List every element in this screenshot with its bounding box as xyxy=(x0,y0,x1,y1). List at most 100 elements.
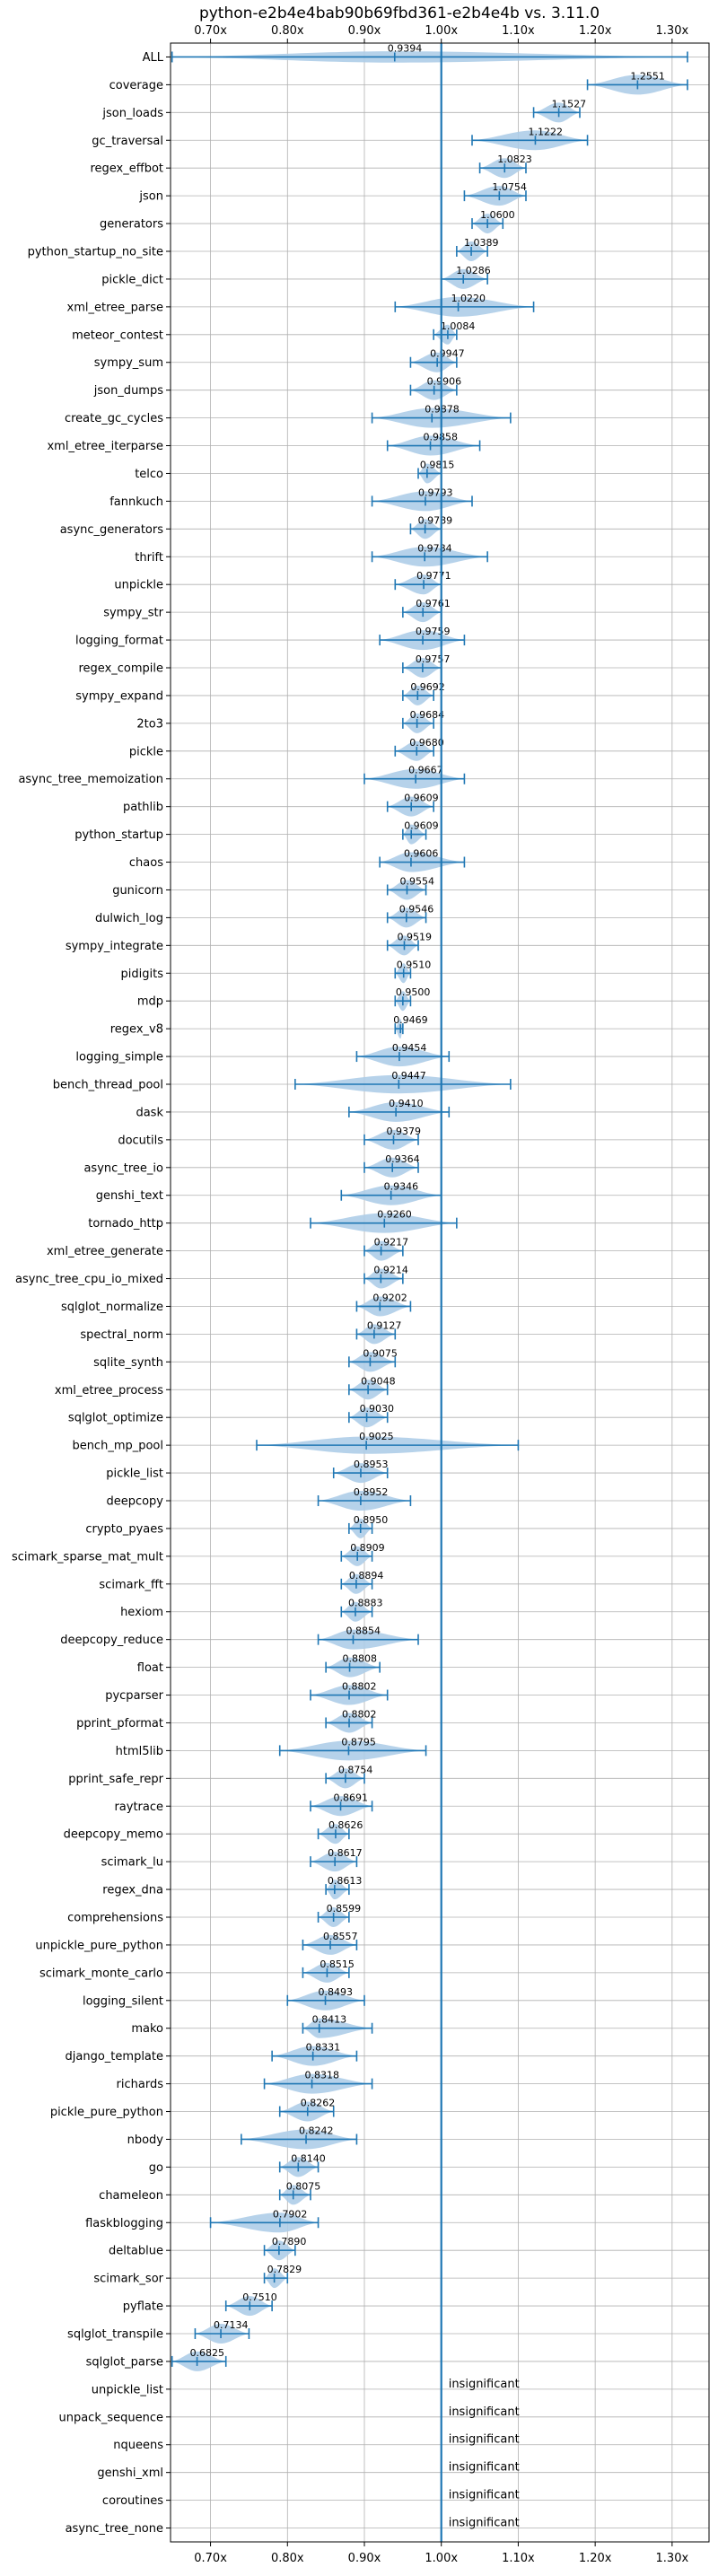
x-tick-label-bottom: 1.10x xyxy=(502,2552,535,2565)
value-label: 0.9217 xyxy=(374,1237,409,1249)
value-label: 0.9789 xyxy=(418,514,453,526)
benchmark-label: xml_etree_iterparse xyxy=(47,440,163,453)
benchmark-label: regex_v8 xyxy=(110,1023,163,1037)
benchmark-label: pprint_pformat xyxy=(76,1717,163,1730)
benchmark-label: spectral_norm xyxy=(80,1328,163,1342)
insignificant-label: insignificant xyxy=(449,2489,520,2502)
x-tick-label-top: 0.90x xyxy=(348,24,381,38)
value-label: 0.9771 xyxy=(416,570,451,582)
value-label: 0.8493 xyxy=(319,1986,354,1998)
x-tick-label-bottom: 1.20x xyxy=(579,2552,612,2565)
benchmark-label: pickle xyxy=(129,745,163,758)
benchmark-label: chaos xyxy=(129,856,163,870)
value-label: 0.8802 xyxy=(342,1708,377,1720)
value-label: 0.7890 xyxy=(272,2236,307,2247)
value-label: 0.9546 xyxy=(399,903,434,915)
benchmark-label: generators xyxy=(100,218,163,232)
benchmark-label: sqlite_synth xyxy=(93,1356,163,1370)
value-label: 0.9410 xyxy=(389,1098,424,1109)
value-label: 0.7510 xyxy=(242,2291,277,2303)
benchmark-label: pathlib xyxy=(123,801,163,814)
value-label: 0.7134 xyxy=(214,2319,248,2331)
x-axis-top: 0.70x 0.80x 0.90x 1.00x 1.10x 1.20x 1.30x xyxy=(194,24,688,43)
benchmark-label: scimark_sor xyxy=(93,2273,163,2286)
insignificant-label: insignificant xyxy=(449,2517,520,2530)
benchmark-label: float xyxy=(137,1661,163,1675)
value-label: 0.8854 xyxy=(346,1625,381,1637)
value-label: 0.9075 xyxy=(363,1347,398,1359)
benchmark-label: deltablue xyxy=(109,2245,163,2258)
value-label: 0.8626 xyxy=(328,1819,363,1831)
value-label: 1.0754 xyxy=(492,181,527,193)
benchmark-label: pickle_pure_python xyxy=(50,2106,163,2119)
benchmark-label: ALL xyxy=(143,51,164,65)
benchmark-label: richards xyxy=(117,2078,164,2091)
benchmark-label: dulwich_log xyxy=(95,912,163,925)
value-label: 0.8557 xyxy=(323,1931,358,1942)
benchmark-label: json_dumps xyxy=(93,384,163,398)
benchmark-label: hexiom xyxy=(120,1606,163,1619)
benchmark-label: unpack_sequence xyxy=(58,2411,163,2424)
benchmark-label: logging_silent xyxy=(83,1994,163,2008)
value-label: 0.9680 xyxy=(409,737,444,749)
value-label: 0.9202 xyxy=(372,1292,407,1303)
benchmark-label: scimark_lu xyxy=(101,1856,163,1870)
benchmark-label: regex_dna xyxy=(102,1884,163,1897)
benchmark-label: json xyxy=(138,190,163,204)
value-label: 0.8413 xyxy=(312,2014,347,2026)
value-label: 0.9030 xyxy=(360,1403,395,1415)
value-label: 0.9793 xyxy=(418,486,453,498)
x-tick-label-bottom: 1.30x xyxy=(656,2552,689,2565)
benchmark-label: html5lib xyxy=(116,1745,163,1758)
insignificant-label: insignificant xyxy=(449,2378,520,2391)
value-label: 0.9127 xyxy=(367,1319,402,1331)
value-label: 1.2551 xyxy=(630,70,665,82)
value-label: 0.9500 xyxy=(396,986,431,998)
value-label: 0.8950 xyxy=(354,1514,389,1526)
benchmark-label: regex_effbot xyxy=(90,162,163,176)
value-label: 0.8262 xyxy=(301,2098,336,2109)
benchmark-label: pycparser xyxy=(105,1689,163,1703)
value-label: 0.8883 xyxy=(348,1598,383,1609)
value-label: 0.8075 xyxy=(286,2180,321,2192)
benchmark-label: xml_etree_parse xyxy=(67,301,163,314)
insignificant-label: insignificant xyxy=(449,2433,520,2447)
value-label: 0.9757 xyxy=(416,653,451,665)
value-label: 1.1527 xyxy=(552,98,587,110)
value-label: 0.9346 xyxy=(384,1181,419,1193)
value-label: 0.9554 xyxy=(399,875,434,887)
x-tick-label-top: 1.00x xyxy=(425,24,458,38)
value-label: 0.8331 xyxy=(306,2042,341,2054)
x-tick-label-top: 1.10x xyxy=(502,24,535,38)
benchmark-label: create_gc_cycles xyxy=(65,412,163,425)
value-label: 0.9214 xyxy=(373,1265,408,1276)
benchmark-label: nbody xyxy=(127,2134,164,2147)
value-label: 0.8613 xyxy=(328,1875,363,1887)
x-tick-label-bottom: 0.90x xyxy=(348,2552,381,2565)
value-label: 0.9454 xyxy=(392,1042,427,1054)
x-tick-label-bottom: 0.80x xyxy=(271,2552,304,2565)
value-label: 0.8953 xyxy=(354,1459,389,1470)
benchmark-label: pprint_safe_repr xyxy=(68,1773,163,1786)
benchmark-label: raytrace xyxy=(114,1801,163,1814)
benchmark-label: telco xyxy=(135,468,163,481)
benchmark-label: tornado_http xyxy=(88,1217,163,1231)
benchmark-label: bench_thread_pool xyxy=(53,1079,163,1092)
grid xyxy=(171,43,709,2542)
insignificant-label: insignificant xyxy=(449,2461,520,2475)
benchmark-label: json_loads xyxy=(101,107,163,120)
benchmark-label: docutils xyxy=(118,1134,163,1147)
value-label: 0.8691 xyxy=(334,1792,369,1803)
value-label: 0.8808 xyxy=(343,1653,378,1665)
value-label: 0.9447 xyxy=(391,1070,426,1082)
benchmark-label: crypto_pyaes xyxy=(85,1522,163,1536)
value-label: 0.7829 xyxy=(267,2264,302,2275)
benchmark-label: logging_format xyxy=(75,635,163,648)
benchmark-label: go xyxy=(149,2161,163,2175)
benchmark-label: logging_simple xyxy=(75,1051,163,1065)
value-label: 0.7902 xyxy=(273,2208,308,2220)
x-tick-label-top: 1.30x xyxy=(656,24,689,38)
benchmark-label: coroutines xyxy=(102,2494,163,2508)
x-tick-label-bottom: 1.00x xyxy=(425,2552,458,2565)
